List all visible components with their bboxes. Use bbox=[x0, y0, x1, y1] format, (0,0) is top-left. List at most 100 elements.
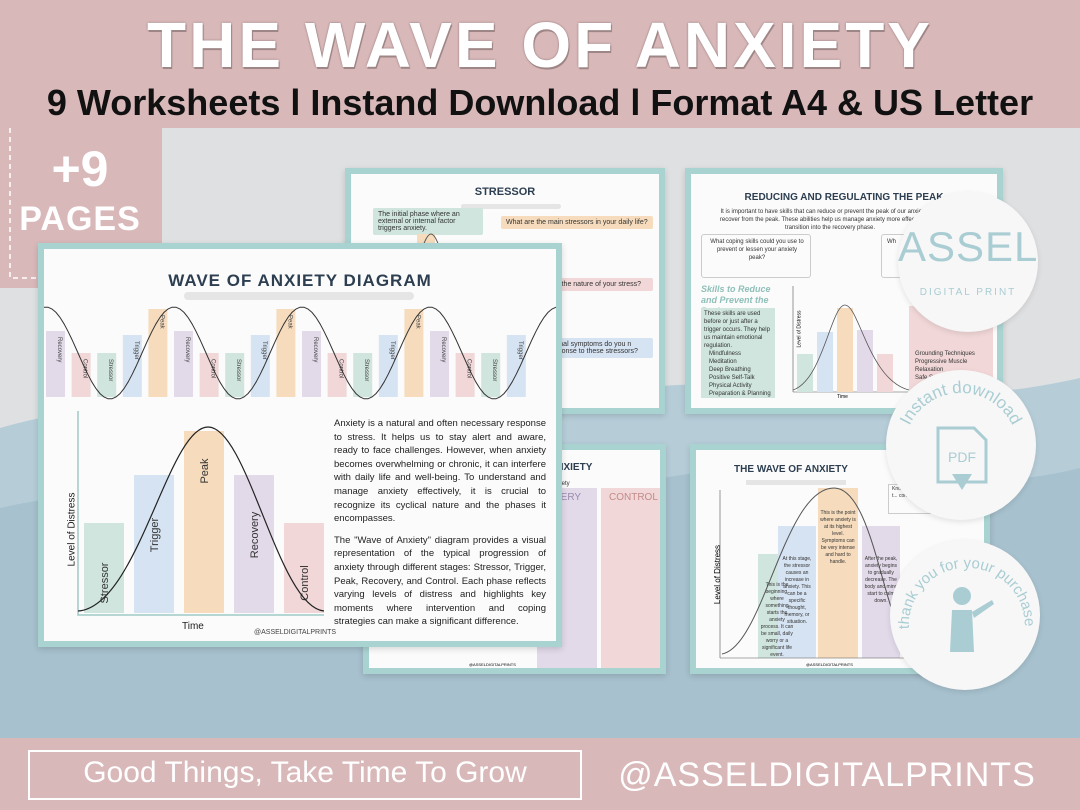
wave3-y-axis: Level of Distress bbox=[713, 544, 723, 605]
svg-text:Instant download: Instant download bbox=[896, 378, 1026, 428]
stressor-question-1: What are the main stressors in your dail… bbox=[501, 216, 653, 229]
shop-handle: @ASSELDIGITALPRINTS bbox=[618, 756, 1036, 794]
y-axis-label: Level of Distress bbox=[66, 492, 78, 567]
wave-bar bbox=[506, 335, 526, 397]
wave-bar bbox=[430, 331, 449, 397]
pdf-icon: PDF bbox=[936, 426, 988, 490]
brand-logo: ASSEL bbox=[898, 223, 1039, 270]
skills-list: Mindfulness Meditation Deep Breathing Po… bbox=[709, 350, 777, 398]
skills-description: These skills are used before or just aft… bbox=[704, 311, 770, 349]
wave-bar-label: Stressor bbox=[363, 359, 369, 381]
description-text: Anxiety is a natural and often necessary… bbox=[334, 417, 546, 637]
peak-text: This is the point where anxiety is at it… bbox=[820, 510, 856, 565]
control-heading: CONTROL bbox=[609, 492, 658, 503]
chart-axes bbox=[77, 411, 324, 616]
wave-bar bbox=[97, 353, 117, 397]
wave-bar bbox=[353, 353, 373, 397]
wave-bar-label: Peak bbox=[286, 315, 292, 330]
chart-bar bbox=[134, 475, 174, 613]
wave-bar bbox=[455, 353, 475, 397]
wave-bar bbox=[148, 309, 168, 397]
wave-bar-label: Recovery bbox=[184, 337, 190, 362]
credit: @ASSELDIGITALPRINTS bbox=[254, 629, 337, 636]
chart-bar-label: Control bbox=[299, 565, 311, 600]
reducing-y-axis: Level of Distress bbox=[796, 310, 803, 348]
instant-download-badge: Instant download PDF bbox=[896, 378, 1026, 490]
wave-bar-label: Trigger bbox=[389, 341, 395, 360]
skill-item: Physical Activity bbox=[709, 383, 752, 389]
header-band bbox=[0, 0, 1080, 128]
wave-bar bbox=[327, 353, 347, 397]
wave-bar bbox=[481, 353, 501, 397]
wave-bar-label: Recovery bbox=[312, 337, 318, 362]
stressor-intro: The initial phase where an external or i… bbox=[373, 208, 483, 235]
wave-bar bbox=[199, 353, 219, 397]
wave-bar bbox=[250, 335, 270, 397]
main-diagram-worksheet: WAVE OF ANXIETY DIAGRAM Recovery Control S… bbox=[38, 243, 562, 647]
instant-download-circle bbox=[886, 370, 1036, 520]
wave-bar-label: Trigger bbox=[261, 341, 267, 360]
logo-circle bbox=[898, 192, 1038, 332]
skill-item: Meditation bbox=[709, 359, 737, 365]
wave-bar-label: Peak bbox=[158, 315, 164, 330]
wave3-curve bbox=[719, 487, 911, 659]
regulation-item: Grounding Techniques bbox=[915, 351, 975, 357]
peak-column bbox=[818, 488, 858, 658]
chart-bar bbox=[234, 475, 274, 613]
skills-box bbox=[701, 308, 775, 398]
wave3-title: THE WAVE OF ANXIETY bbox=[734, 464, 848, 475]
wave-bar bbox=[404, 309, 424, 397]
skill-item: Preparation & Planning bbox=[709, 391, 771, 397]
wave-bar-label: Stressor bbox=[107, 359, 113, 381]
chart-bar-label: Peak bbox=[199, 458, 211, 484]
paragraph: The "Wave of Anxiety" diagram provides a… bbox=[334, 534, 546, 628]
wave-bar bbox=[71, 353, 91, 397]
brand-tagline: DIGITAL PRINT bbox=[919, 287, 1017, 298]
chart-bar bbox=[184, 431, 224, 613]
wave-curve bbox=[44, 306, 556, 400]
x-axis-label: Time bbox=[182, 621, 204, 632]
skill-item: Deep Breathing bbox=[709, 367, 751, 373]
wave-bar bbox=[174, 331, 193, 397]
svg-text:PDF: PDF bbox=[948, 449, 976, 465]
stressor-question-3: otional symptoms do you n response to th… bbox=[543, 338, 653, 358]
wave-bar bbox=[122, 335, 142, 397]
badge-count: +9 bbox=[51, 141, 109, 197]
wave-bar-label: Peak bbox=[414, 315, 420, 330]
page-subtitle: 9 Worksheets l Instand Download l Format… bbox=[46, 82, 1034, 123]
wave-bar-label: Stressor bbox=[235, 359, 241, 381]
person-icon bbox=[950, 587, 994, 652]
question-box bbox=[701, 234, 811, 278]
reducing-title: REDUCING AND REGULATING THE PEAK bbox=[744, 192, 944, 203]
title-underline bbox=[184, 292, 414, 300]
wave-bar bbox=[46, 331, 65, 397]
badge-dashed-border bbox=[9, 128, 162, 279]
title-underline bbox=[461, 204, 561, 209]
title-underline bbox=[746, 480, 846, 485]
wave-bar-label: Recovery bbox=[440, 337, 446, 362]
main-sheet-title: WAVE OF ANXIETY DIAGRAM bbox=[168, 271, 432, 290]
reducing-intro: It is important to have skills that can … bbox=[719, 209, 941, 231]
skill-item: Mindfulness bbox=[709, 351, 742, 357]
page-title: THE WAVE OF ANXIETY bbox=[147, 9, 933, 81]
wave-bar bbox=[378, 335, 398, 397]
wave-bar bbox=[276, 309, 296, 397]
slogan-frame bbox=[28, 750, 582, 800]
reducing-question-2: Wh bbox=[887, 239, 896, 245]
paragraph: Anxiety is a natural and often necessary… bbox=[334, 418, 546, 525]
reducing-chart bbox=[792, 286, 911, 393]
bell-curve bbox=[77, 426, 325, 612]
thank-you-badge: thank you for your purchase bbox=[896, 555, 1038, 652]
chart-bar-label: Trigger bbox=[149, 517, 161, 552]
regulation-item: Progressive Muscle Relaxation bbox=[915, 359, 968, 373]
reducing-question-1: What coping skills could you use to prev… bbox=[710, 239, 804, 261]
control-column bbox=[601, 488, 660, 668]
wave-bar bbox=[302, 331, 321, 397]
wave2-credit: @ASSELDIGITALPRINTS bbox=[469, 662, 516, 667]
wave-bar-label: Stressor bbox=[491, 359, 497, 381]
wave-bar-label: Recovery bbox=[56, 337, 62, 362]
reducing-x-axis: Time bbox=[837, 394, 848, 400]
trigger-text: At this stage, the stressor causes an in… bbox=[782, 556, 812, 625]
wave-bar-label: Trigger bbox=[517, 341, 523, 360]
